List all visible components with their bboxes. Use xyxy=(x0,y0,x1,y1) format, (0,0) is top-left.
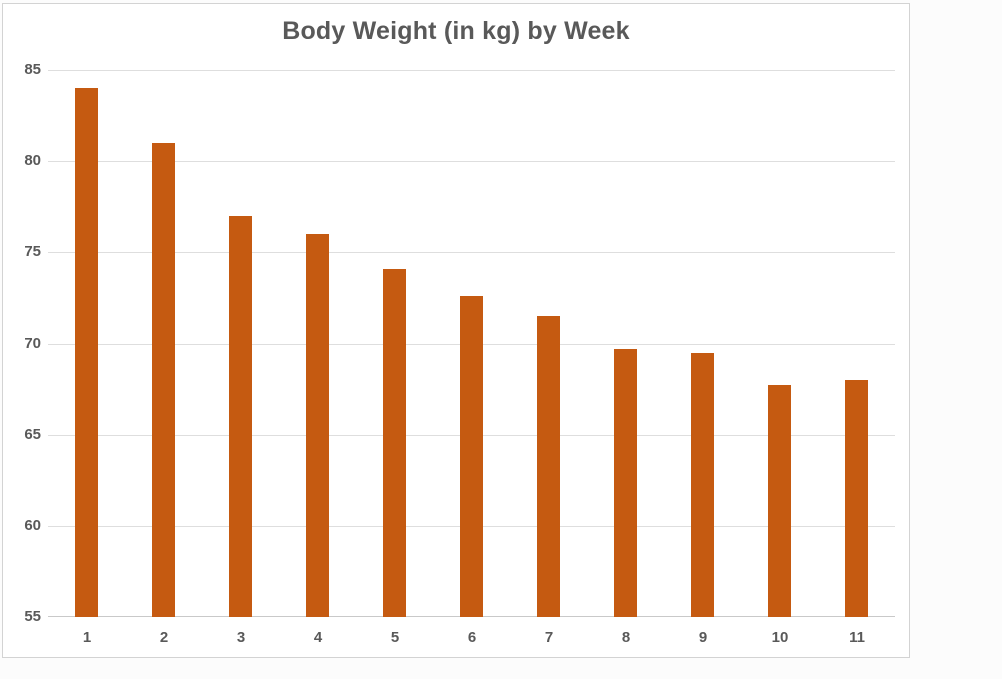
bar-week-5 xyxy=(383,269,406,617)
y-axis-label-65: 65 xyxy=(24,426,41,443)
x-axis-label-10: 10 xyxy=(771,629,789,646)
x-axis-label-9: 9 xyxy=(698,629,708,646)
x-axis-label-6: 6 xyxy=(467,629,477,646)
bar-week-1 xyxy=(75,88,98,617)
y-axis-label-55: 55 xyxy=(24,608,41,625)
bar-week-10 xyxy=(768,385,791,617)
y-axis-label-70: 70 xyxy=(24,335,41,352)
bar-week-8 xyxy=(614,349,637,617)
plot-area xyxy=(48,70,895,617)
x-axis-label-8: 8 xyxy=(621,629,631,646)
x-axis-label-3: 3 xyxy=(236,629,246,646)
bar-week-9 xyxy=(691,353,714,617)
chart-panel: Body Weight (in kg) by Week 85 80 75 70 65 60… xyxy=(2,3,910,658)
x-axis-label-2: 2 xyxy=(159,629,169,646)
y-axis-label-80: 80 xyxy=(24,152,41,169)
bar-week-4 xyxy=(306,234,329,617)
bar-week-2 xyxy=(152,143,175,617)
chart-title: Body Weight (in kg) by Week xyxy=(282,17,630,45)
x-axis-label-5: 5 xyxy=(390,629,400,646)
x-axis-label-7: 7 xyxy=(544,629,554,646)
y-axis-label-75: 75 xyxy=(24,243,41,260)
bar-week-11 xyxy=(845,380,868,617)
bar-week-6 xyxy=(460,296,483,617)
y-axis-label-60: 60 xyxy=(24,517,41,534)
gridline-y-85 xyxy=(48,70,895,71)
y-axis-label-85: 85 xyxy=(24,61,41,78)
x-axis-label-11: 11 xyxy=(849,629,865,646)
gridline-y-75 xyxy=(48,252,895,253)
bar-week-7 xyxy=(537,316,560,617)
gridline-y-80 xyxy=(48,161,895,162)
x-axis-label-1: 1 xyxy=(82,629,92,646)
x-axis-label-4: 4 xyxy=(313,629,323,646)
bar-week-3 xyxy=(229,216,252,617)
